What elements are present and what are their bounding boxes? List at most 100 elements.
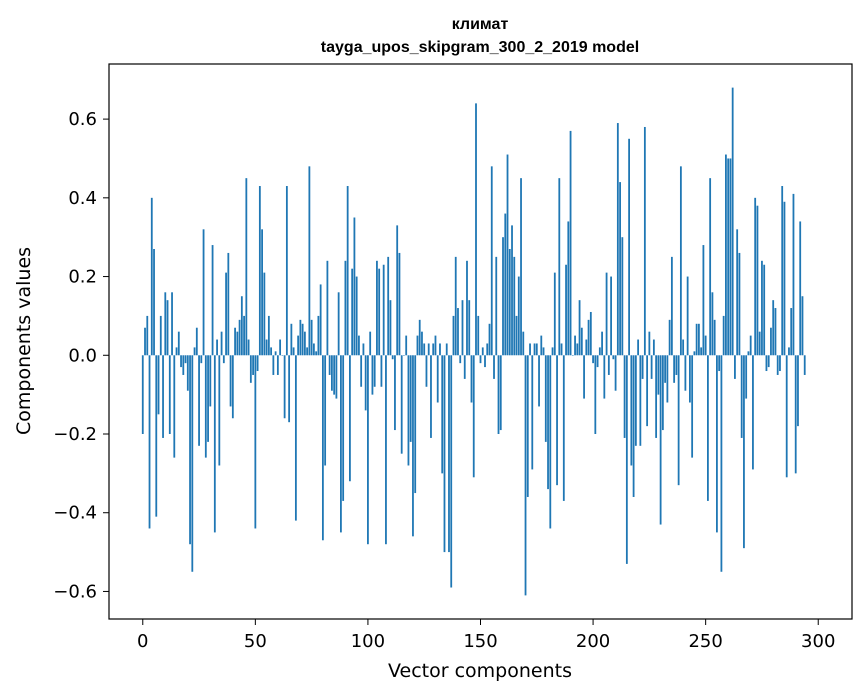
bar xyxy=(529,343,531,356)
bar xyxy=(378,268,381,356)
bar xyxy=(445,343,448,356)
bar xyxy=(164,292,167,356)
bar xyxy=(743,355,745,549)
bar xyxy=(695,323,698,356)
bar xyxy=(783,201,786,356)
bar xyxy=(373,355,376,387)
bar xyxy=(418,319,421,356)
bar xyxy=(173,355,176,458)
bar xyxy=(211,245,214,356)
bar xyxy=(252,355,254,375)
bar xyxy=(497,355,500,434)
bar xyxy=(274,351,277,356)
bar xyxy=(290,323,293,356)
bar xyxy=(331,355,333,391)
bar xyxy=(403,355,405,356)
bar xyxy=(394,355,396,431)
bar xyxy=(249,355,252,383)
bar xyxy=(632,355,635,497)
plot-frame xyxy=(108,63,853,620)
bar xyxy=(218,355,221,466)
bar xyxy=(371,355,374,395)
bar xyxy=(315,351,318,356)
bar xyxy=(756,205,759,356)
bar xyxy=(657,355,660,395)
bar xyxy=(405,335,408,356)
y-ticks: −0.6 −0.4 −0.2 0.0 0.2 0.4 0.6 xyxy=(53,109,109,602)
bar xyxy=(146,315,149,356)
bar xyxy=(684,355,687,391)
bar xyxy=(283,355,286,419)
bar xyxy=(279,339,282,356)
bar xyxy=(265,339,268,356)
bar xyxy=(628,138,630,356)
bar xyxy=(303,331,306,356)
bar xyxy=(673,355,676,383)
bar xyxy=(195,327,198,356)
bar xyxy=(504,213,507,356)
bar xyxy=(614,355,617,391)
bar xyxy=(227,252,230,356)
bar xyxy=(754,197,757,356)
bar xyxy=(285,186,288,356)
bar xyxy=(423,343,426,356)
bar xyxy=(294,355,297,521)
bar xyxy=(556,355,558,486)
bar xyxy=(652,339,655,356)
bar xyxy=(479,355,482,364)
bar xyxy=(490,166,493,356)
bar xyxy=(461,300,464,356)
bar xyxy=(668,319,671,356)
x-tick-label: 250 xyxy=(688,631,722,652)
bar xyxy=(306,347,309,356)
y-tick-label: −0.6 xyxy=(53,581,97,602)
bar xyxy=(574,335,576,356)
bar xyxy=(531,355,534,470)
bar xyxy=(520,178,522,356)
bar xyxy=(774,308,777,356)
x-tick-label: 0 xyxy=(137,631,148,652)
bar xyxy=(326,260,329,356)
y-tick-label: 0.6 xyxy=(68,109,97,130)
bar xyxy=(691,355,694,458)
bar xyxy=(740,355,743,438)
bar xyxy=(797,355,799,427)
bar xyxy=(247,339,250,356)
bar xyxy=(688,355,691,403)
bar xyxy=(664,355,667,383)
bar xyxy=(493,355,495,379)
bar xyxy=(245,178,248,356)
bar xyxy=(238,319,241,356)
bar xyxy=(763,264,766,356)
bar xyxy=(790,308,793,356)
bar xyxy=(159,315,162,356)
bar xyxy=(718,355,721,372)
bar xyxy=(324,355,327,466)
x-tick-label: 300 xyxy=(801,631,835,652)
bar xyxy=(594,355,597,434)
bar xyxy=(578,300,581,356)
bar xyxy=(389,300,392,356)
bar xyxy=(587,319,590,356)
bar xyxy=(198,355,200,446)
bar xyxy=(162,355,164,438)
bar xyxy=(610,276,612,356)
bar xyxy=(524,355,527,596)
bar xyxy=(704,335,707,356)
bar xyxy=(646,355,649,427)
bar xyxy=(679,166,682,356)
bar xyxy=(459,355,462,364)
bar xyxy=(222,355,225,364)
bar xyxy=(382,264,385,356)
bar xyxy=(186,355,189,391)
bar xyxy=(470,355,473,403)
bar xyxy=(450,355,453,588)
bar xyxy=(319,284,322,356)
bar xyxy=(412,355,414,537)
bar xyxy=(499,355,502,431)
bar xyxy=(333,355,336,395)
bar xyxy=(619,182,621,356)
bar xyxy=(367,355,369,545)
bar xyxy=(598,347,601,356)
